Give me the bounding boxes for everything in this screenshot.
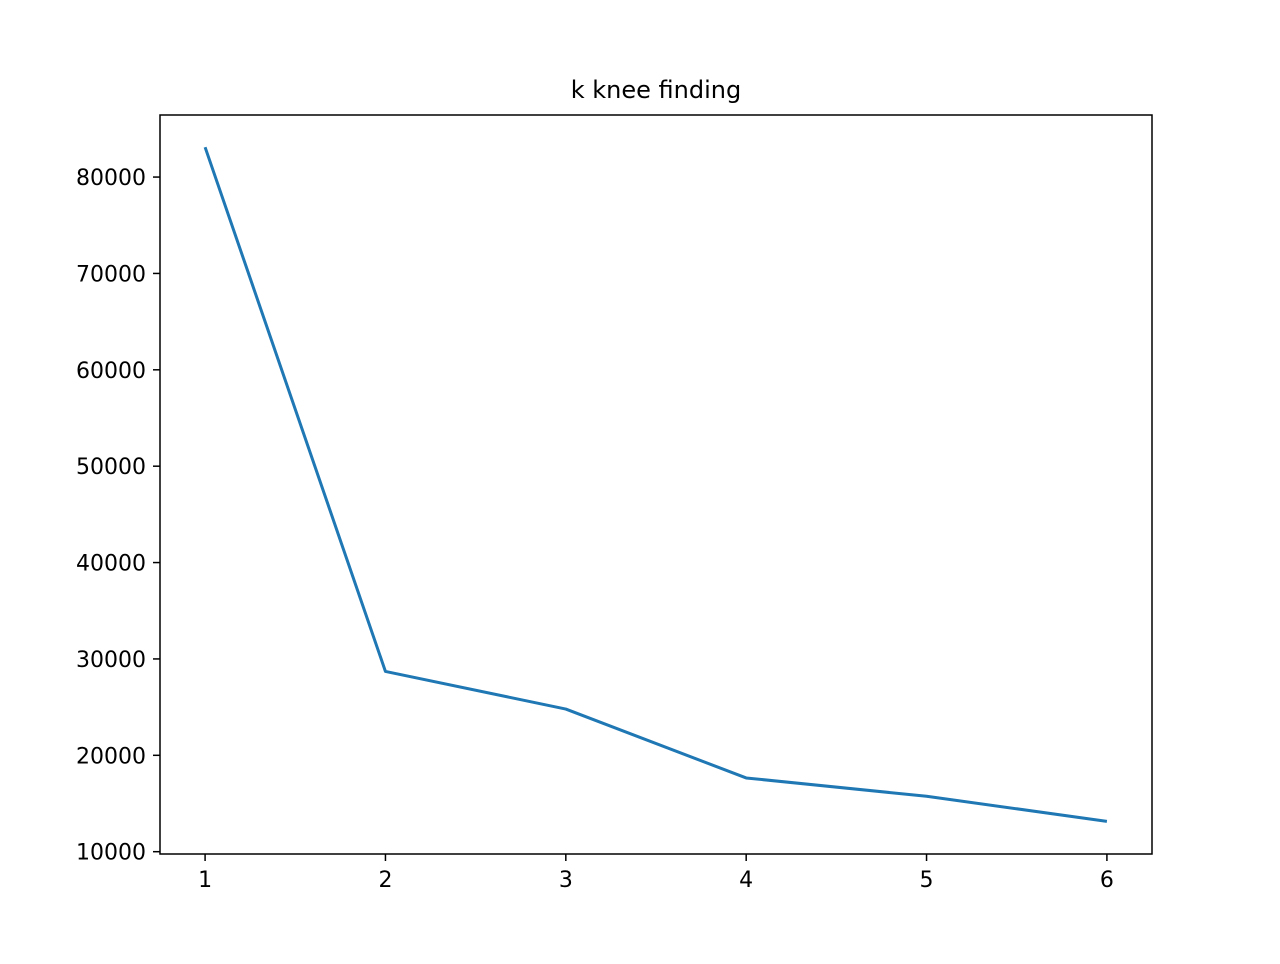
x-tick-label: 4 — [739, 868, 753, 893]
y-tick-label: 40000 — [76, 552, 146, 577]
y-tick-label: 70000 — [76, 262, 146, 287]
y-tick-label: 60000 — [76, 359, 146, 384]
series-layer — [203, 146, 1108, 823]
y-tick-label: 20000 — [76, 744, 146, 769]
y-axis-ticks: 10000 20000 30000 40000 50000 60000 70000 80000 — [76, 166, 160, 866]
plot-frame — [159, 114, 1153, 855]
y-tick-label: 80000 — [76, 166, 146, 191]
x-tick-label: 6 — [1100, 868, 1114, 893]
x-tick-label: 1 — [198, 868, 212, 893]
y-tick-label: 30000 — [76, 648, 146, 673]
series-line — [203, 146, 1108, 823]
x-tick-label: 5 — [920, 868, 934, 893]
chart-title: k knee finding — [571, 76, 741, 104]
x-tick-label: 3 — [559, 868, 573, 893]
x-tick-label: 2 — [378, 868, 392, 893]
y-tick-label: 10000 — [76, 841, 146, 866]
x-axis-ticks: 1 2 3 4 5 6 — [198, 854, 1114, 893]
y-tick-label: 50000 — [76, 455, 146, 480]
